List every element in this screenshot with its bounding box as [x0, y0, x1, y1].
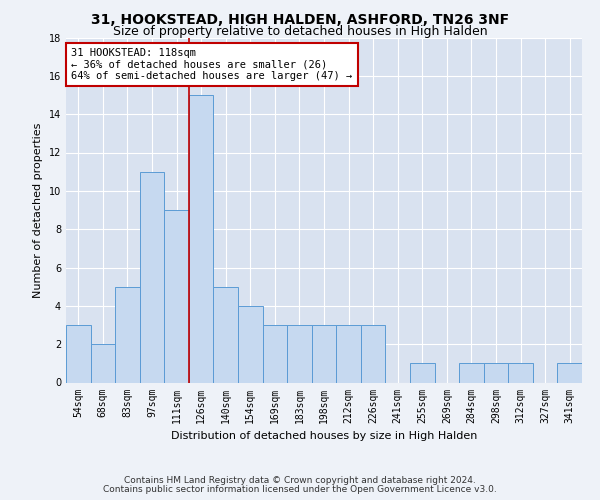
X-axis label: Distribution of detached houses by size in High Halden: Distribution of detached houses by size …	[171, 431, 477, 441]
Bar	[91, 344, 115, 383]
Text: Contains HM Land Registry data © Crown copyright and database right 2024.: Contains HM Land Registry data © Crown c…	[124, 476, 476, 485]
Bar	[336, 325, 361, 382]
Bar	[164, 210, 189, 382]
Bar	[238, 306, 263, 382]
Bar	[263, 325, 287, 382]
Bar	[410, 364, 434, 382]
Bar	[484, 364, 508, 382]
Bar	[214, 286, 238, 382]
Text: 31 HOOKSTEAD: 118sqm
← 36% of detached houses are smaller (26)
64% of semi-detac: 31 HOOKSTEAD: 118sqm ← 36% of detached h…	[71, 48, 352, 81]
Bar	[508, 364, 533, 382]
Bar	[189, 95, 214, 382]
Bar	[287, 325, 312, 382]
Bar	[66, 325, 91, 382]
Bar	[115, 286, 140, 382]
Bar	[459, 364, 484, 382]
Text: 31, HOOKSTEAD, HIGH HALDEN, ASHFORD, TN26 3NF: 31, HOOKSTEAD, HIGH HALDEN, ASHFORD, TN2…	[91, 12, 509, 26]
Y-axis label: Number of detached properties: Number of detached properties	[33, 122, 43, 298]
Bar	[140, 172, 164, 382]
Text: Contains public sector information licensed under the Open Government Licence v3: Contains public sector information licen…	[103, 485, 497, 494]
Bar	[557, 364, 582, 382]
Bar	[361, 325, 385, 382]
Text: Size of property relative to detached houses in High Halden: Size of property relative to detached ho…	[113, 25, 487, 38]
Bar	[312, 325, 336, 382]
